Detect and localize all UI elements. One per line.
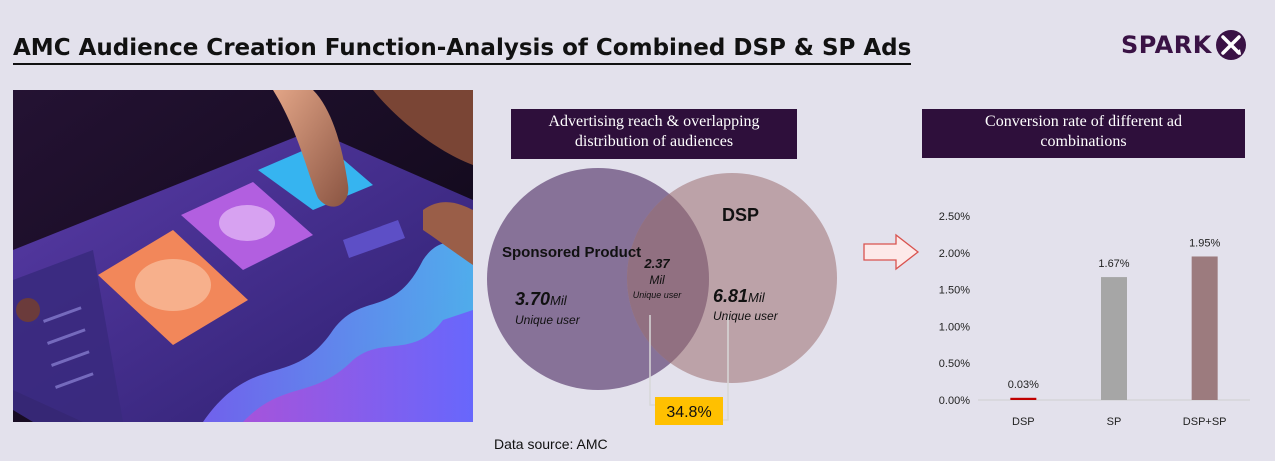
svg-text:6.81Mil: 6.81Mil — [713, 286, 766, 306]
venn-header-line1: Advertising reach & overlapping — [548, 113, 760, 130]
brand-logo: SPARK — [1121, 24, 1266, 66]
venn-left-caption: Unique user — [515, 313, 581, 327]
bar-dsp-sp — [1191, 256, 1218, 400]
conversion-header-line1: Conversion rate of different ad — [985, 113, 1182, 130]
conversion-header: Conversion rate of different ad combinat… — [922, 109, 1245, 158]
right-arrow-outline-icon — [862, 233, 920, 276]
conversion-header-line2: combinations — [1040, 133, 1127, 150]
conversion-bar-chart: 0.00% 0.50% 1.00% 1.50% 2.00% 2.50% 0.03% DSP 1.… — [920, 200, 1270, 435]
y-tick-label: 1.00% — [939, 321, 970, 333]
bar-data-label: 1.95% — [1189, 237, 1220, 249]
page-title: AMC Audience Creation Function-Analysis … — [13, 33, 912, 65]
venn-right-unit: Mil — [748, 290, 766, 305]
x-tick-label: DSP — [1012, 416, 1035, 428]
y-tick-label: 0.50% — [939, 358, 970, 370]
logo-text: SPARK — [1121, 31, 1212, 59]
y-tick-label: 2.00% — [939, 248, 970, 260]
y-tick-label: 0.00% — [939, 395, 970, 407]
data-source: Data source: AMC — [494, 436, 608, 452]
x-tick-label: SP — [1107, 416, 1122, 428]
venn-overlap-caption: Unique user — [633, 290, 683, 300]
venn-right-caption: Unique user — [713, 309, 779, 323]
venn-overlap-value: 2.37 — [643, 256, 670, 271]
svg-text:3.70Mil: 3.70Mil — [515, 289, 568, 309]
x-tick-label: DSP+SP — [1183, 416, 1227, 428]
bar-data-label: 1.67% — [1098, 258, 1129, 270]
tablet-dashboard-photo — [13, 90, 473, 422]
y-tick-label: 2.50% — [939, 211, 970, 223]
overlap-percentage: 34.8% — [666, 404, 711, 421]
venn-right-value: 6.81 — [713, 286, 748, 306]
venn-overlap-unit: Mil — [649, 273, 665, 287]
venn-left-unit: Mil — [550, 293, 568, 308]
venn-diagram: Sponsored Product DSP 3.70Mil Unique use… — [480, 165, 860, 425]
bar-sp — [1101, 277, 1127, 400]
bar-dsp — [1010, 397, 1037, 400]
venn-right-label: DSP — [722, 205, 759, 225]
bar-data-label: 0.03% — [1008, 379, 1039, 391]
y-tick-label: 1.50% — [939, 285, 970, 297]
venn-left-value: 3.70 — [515, 289, 550, 309]
venn-left-label: Sponsored Product — [502, 244, 641, 261]
venn-header-line2: distribution of audiences — [574, 133, 734, 150]
venn-header: Advertising reach & overlapping distribu… — [511, 109, 797, 159]
x-arrow-logo-icon — [1215, 30, 1246, 60]
overlap-percentage-box — [655, 397, 723, 425]
